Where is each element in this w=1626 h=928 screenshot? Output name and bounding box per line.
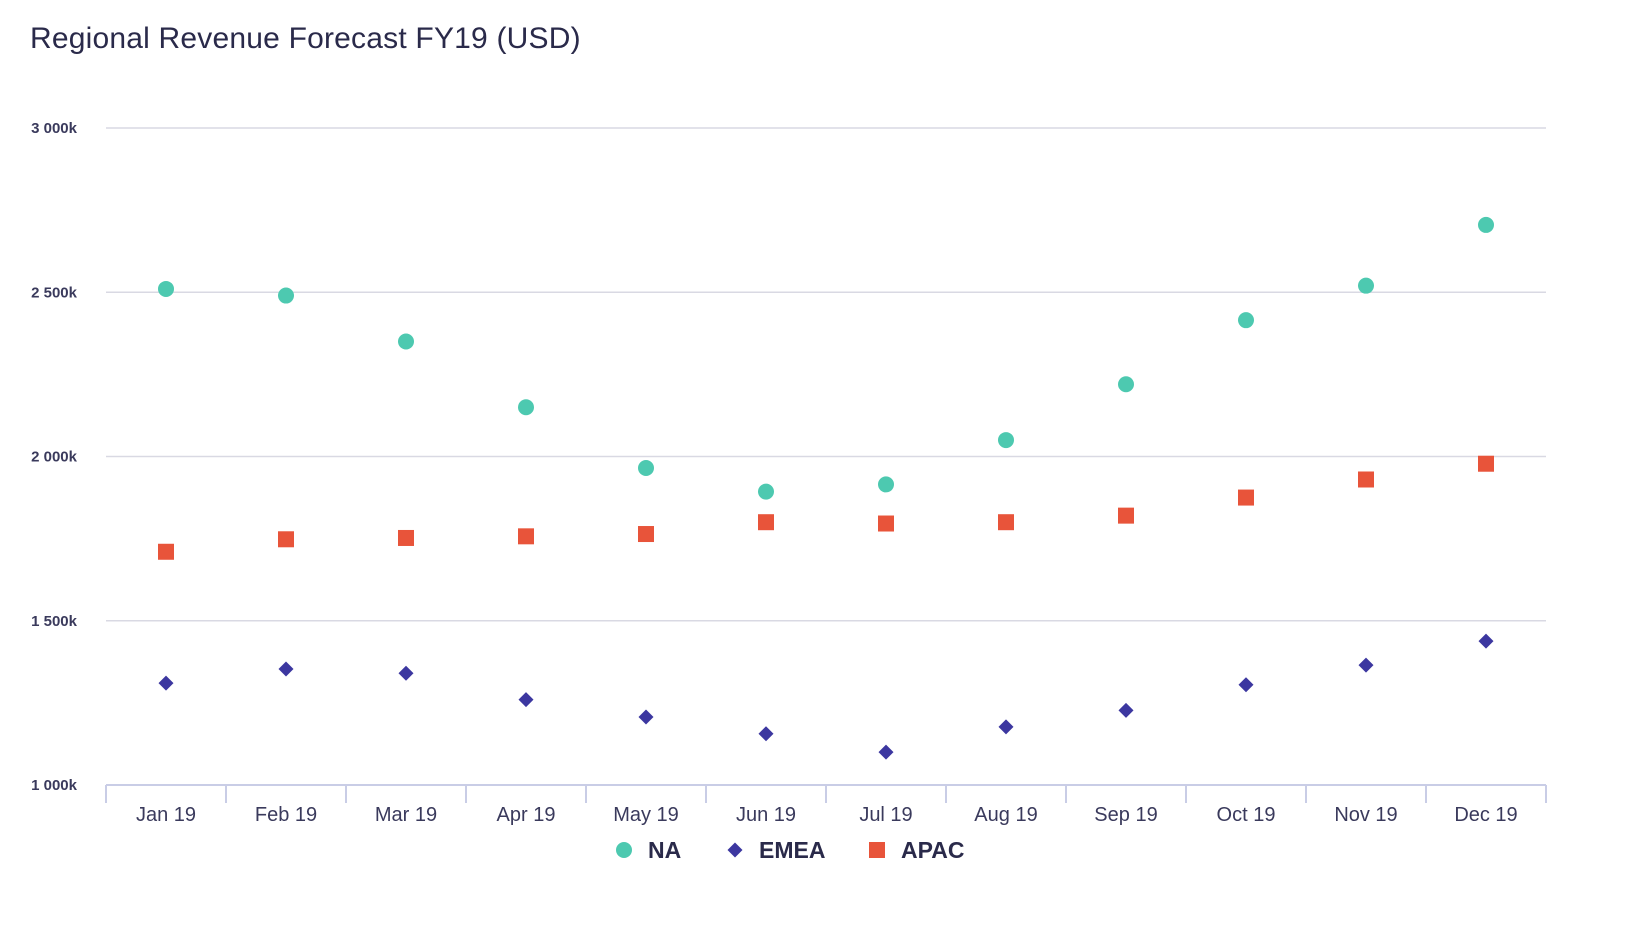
data-point-na bbox=[158, 280, 174, 297]
data-point-emea bbox=[398, 665, 414, 681]
data-point-na bbox=[638, 459, 654, 476]
x-tick-label: Sep 19 bbox=[1094, 804, 1157, 826]
data-point-na bbox=[1358, 277, 1374, 294]
x-tick-label: Dec 19 bbox=[1454, 804, 1517, 826]
data-point-apac bbox=[1478, 455, 1494, 472]
data-point-emea bbox=[1238, 677, 1254, 693]
grid-lines bbox=[106, 127, 1546, 622]
data-point-emea bbox=[1118, 702, 1134, 718]
data-point-apac bbox=[518, 528, 534, 545]
series-apac bbox=[158, 455, 1494, 560]
legend-marker-diamond bbox=[727, 842, 743, 858]
legend-label: NA bbox=[648, 837, 681, 863]
x-tick-label: Jun 19 bbox=[736, 804, 796, 826]
data-point-emea bbox=[878, 744, 894, 760]
x-tick-label: Jul 19 bbox=[859, 804, 912, 826]
x-axis bbox=[105, 784, 1547, 803]
series-emea bbox=[158, 633, 1494, 760]
data-point-na bbox=[998, 432, 1014, 449]
data-point-na bbox=[758, 483, 774, 500]
data-point-apac bbox=[278, 531, 294, 548]
data-point-apac bbox=[998, 514, 1014, 531]
data-point-emea bbox=[518, 692, 534, 708]
x-tick-label: Aug 19 bbox=[974, 804, 1037, 826]
y-tick-label: 2 000k bbox=[31, 449, 78, 466]
data-series bbox=[158, 216, 1494, 760]
legend-item-na[interactable]: NA bbox=[616, 837, 681, 863]
data-point-apac bbox=[398, 529, 414, 546]
data-point-emea bbox=[158, 675, 174, 691]
legend-item-apac[interactable]: APAC bbox=[869, 837, 964, 863]
x-axis-ticks: Jan 19 Feb 19 Mar 19 Apr 19 May 19 Jun 19 Jul … bbox=[136, 804, 1518, 826]
data-point-apac bbox=[638, 526, 654, 543]
data-point-na bbox=[278, 287, 294, 304]
data-point-apac bbox=[158, 543, 174, 560]
x-tick-label: Feb 19 bbox=[255, 804, 317, 826]
data-point-na bbox=[398, 333, 414, 350]
data-point-apac bbox=[1238, 489, 1254, 506]
data-point-na bbox=[1238, 312, 1254, 329]
data-point-na bbox=[1118, 376, 1134, 393]
x-tick-label: May 19 bbox=[613, 804, 679, 826]
legend[interactable]: NA EMEA APAC bbox=[616, 837, 964, 863]
legend-marker-square bbox=[869, 842, 885, 858]
x-tick-label: Apr 19 bbox=[497, 804, 556, 826]
legend-label: EMEA bbox=[759, 837, 825, 863]
x-tick-label: Nov 19 bbox=[1334, 804, 1397, 826]
data-point-emea bbox=[1478, 633, 1494, 649]
legend-marker-circle bbox=[616, 842, 632, 858]
data-point-apac bbox=[758, 514, 774, 531]
x-tick-label: Mar 19 bbox=[375, 804, 437, 826]
data-point-na bbox=[878, 476, 894, 493]
data-point-apac bbox=[1118, 507, 1134, 524]
data-point-na bbox=[518, 399, 534, 416]
x-tick-label: Jan 19 bbox=[136, 804, 196, 826]
data-point-emea bbox=[758, 726, 774, 742]
x-tick-label: Oct 19 bbox=[1217, 804, 1276, 826]
data-point-apac bbox=[878, 515, 894, 532]
data-point-apac bbox=[1358, 471, 1374, 488]
y-tick-label: 1 500k bbox=[31, 613, 78, 630]
y-axis-ticks: 1 000k 1 500k 2 000k 2 500k 3 000k bbox=[31, 120, 78, 794]
legend-item-emea[interactable]: EMEA bbox=[727, 837, 826, 863]
legend-label: APAC bbox=[901, 837, 964, 863]
chart-title: Regional Revenue Forecast FY19 (USD) bbox=[30, 22, 581, 55]
y-tick-label: 1 000k bbox=[31, 777, 78, 794]
y-tick-label: 2 500k bbox=[31, 284, 78, 301]
data-point-emea bbox=[638, 709, 654, 725]
data-point-emea bbox=[278, 661, 294, 677]
data-point-na bbox=[1478, 216, 1494, 233]
data-point-emea bbox=[1358, 657, 1374, 673]
data-point-emea bbox=[998, 719, 1014, 735]
series-na bbox=[158, 216, 1494, 500]
y-tick-label: 3 000k bbox=[31, 120, 78, 137]
